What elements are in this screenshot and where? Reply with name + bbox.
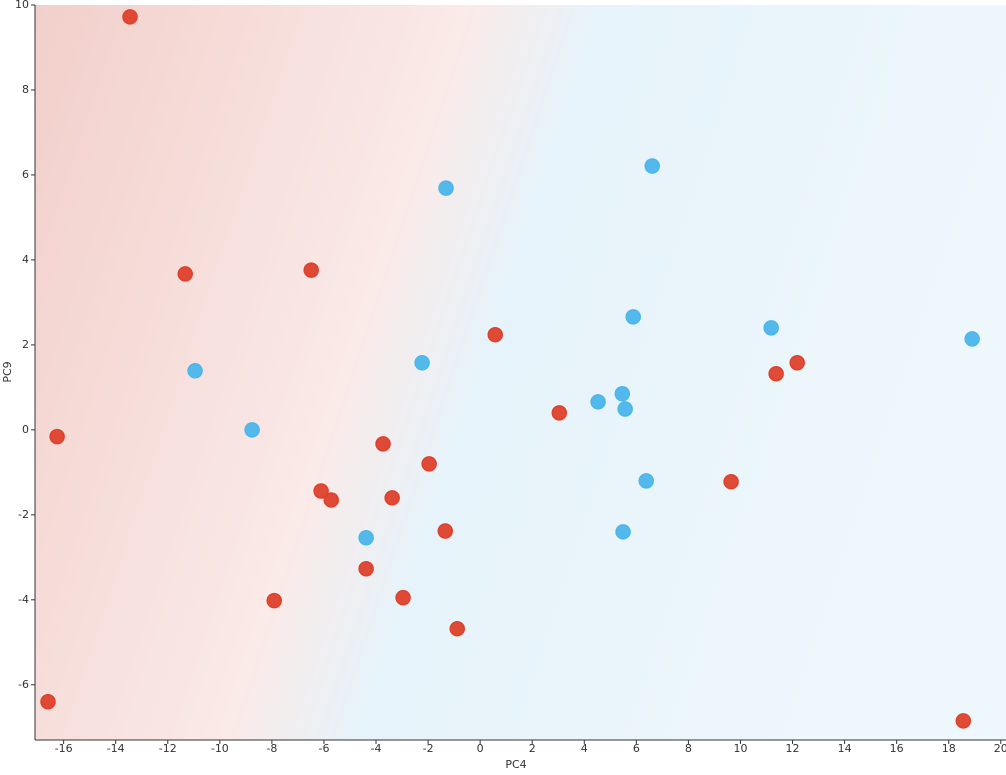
point <box>414 354 430 371</box>
point <box>644 158 660 174</box>
point <box>438 180 454 196</box>
x-tick-label: 16 <box>890 742 904 755</box>
y-tick-label: 10 <box>15 0 29 11</box>
point <box>964 331 980 347</box>
x-tick-label: -16 <box>55 742 73 755</box>
point <box>187 363 203 379</box>
y-tick-label: 8 <box>22 83 29 96</box>
plot-background <box>35 5 1006 740</box>
y-tick-label: -2 <box>18 508 29 521</box>
point <box>789 354 805 371</box>
point <box>614 385 631 402</box>
point <box>551 405 568 421</box>
point <box>723 473 739 490</box>
point <box>358 530 374 546</box>
x-tick-label: 14 <box>838 742 852 755</box>
x-tick-label: -8 <box>266 742 277 755</box>
y-tick-label: 4 <box>22 253 29 266</box>
x-tick-label: -6 <box>318 742 329 755</box>
point <box>244 422 260 438</box>
point <box>955 713 972 729</box>
point <box>437 523 454 539</box>
point <box>638 473 654 489</box>
point <box>40 694 56 710</box>
y-tick-label: 2 <box>22 338 29 351</box>
point <box>313 483 329 499</box>
point <box>303 262 319 278</box>
point <box>384 490 400 506</box>
point <box>421 456 437 472</box>
point <box>122 9 138 25</box>
x-tick-label: -12 <box>159 742 177 755</box>
point <box>323 492 339 508</box>
x-tick-label: 12 <box>786 742 800 755</box>
point <box>49 428 65 445</box>
point <box>375 436 391 452</box>
x-tick-label: 4 <box>581 742 588 755</box>
x-tick-label: -2 <box>423 742 434 755</box>
y-tick-label: 6 <box>22 168 29 181</box>
point <box>487 326 503 343</box>
y-axis-title: PC9 <box>1 361 14 382</box>
y-tick-label: -4 <box>18 593 29 606</box>
x-tick-label: 2 <box>529 742 536 755</box>
x-tick-label: -14 <box>107 742 125 755</box>
point <box>449 620 465 637</box>
point <box>615 524 631 540</box>
x-tick-label: -4 <box>371 742 382 755</box>
x-tick-label: 18 <box>942 742 956 755</box>
point <box>763 320 779 336</box>
x-tick-label: 20 <box>994 742 1006 755</box>
point <box>358 561 374 577</box>
point <box>590 394 606 410</box>
point <box>625 309 641 325</box>
y-tick-label: -6 <box>18 678 29 691</box>
point <box>768 366 784 382</box>
x-tick-label: 8 <box>685 742 692 755</box>
x-tick-label: 10 <box>733 742 747 755</box>
point <box>395 589 411 606</box>
y-tick-label: 0 <box>22 423 29 436</box>
x-tick-label: 6 <box>633 742 640 755</box>
x-axis-title: PC4 <box>505 758 526 771</box>
point <box>617 401 633 417</box>
x-tick-label: -10 <box>211 742 229 755</box>
point <box>266 592 282 609</box>
point <box>177 266 193 282</box>
x-tick-label: 0 <box>477 742 484 755</box>
